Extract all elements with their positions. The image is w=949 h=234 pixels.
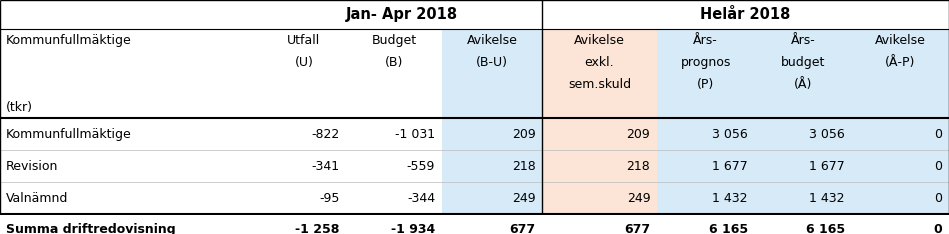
- Bar: [0, 0, 261, 29]
- Text: Helår 2018: Helår 2018: [700, 7, 791, 22]
- Text: Års-: Års-: [693, 34, 718, 47]
- Bar: [851, 118, 949, 150]
- Text: Utfall: Utfall: [288, 34, 321, 47]
- Text: (B-U): (B-U): [475, 56, 508, 69]
- Text: -344: -344: [407, 191, 435, 205]
- Bar: [346, 182, 441, 214]
- Text: Avikelse: Avikelse: [574, 34, 625, 47]
- Bar: [261, 214, 346, 234]
- Text: Års-: Års-: [791, 34, 815, 47]
- Bar: [542, 29, 657, 118]
- Text: (Å): (Å): [793, 78, 812, 91]
- Text: -822: -822: [311, 128, 340, 141]
- Bar: [657, 182, 754, 214]
- Text: (P): (P): [697, 78, 715, 91]
- Bar: [261, 150, 346, 182]
- Bar: [0, 29, 261, 118]
- Text: 1 677: 1 677: [809, 160, 845, 173]
- Text: 0: 0: [935, 191, 942, 205]
- Text: 209: 209: [626, 128, 650, 141]
- Text: 677: 677: [510, 223, 535, 234]
- Bar: [441, 150, 542, 182]
- Text: 218: 218: [512, 160, 535, 173]
- Bar: [441, 182, 542, 214]
- Text: (tkr): (tkr): [6, 101, 32, 114]
- Text: 3 056: 3 056: [809, 128, 845, 141]
- Bar: [657, 118, 754, 150]
- Text: Kommunfullmäktige: Kommunfullmäktige: [6, 34, 132, 47]
- Bar: [851, 214, 949, 234]
- Text: Jan- Apr 2018: Jan- Apr 2018: [345, 7, 457, 22]
- Text: sem.skuld: sem.skuld: [568, 78, 631, 91]
- Text: 0: 0: [935, 128, 942, 141]
- Text: Kommunfullmäktige: Kommunfullmäktige: [6, 128, 132, 141]
- Bar: [542, 182, 657, 214]
- Text: -1 258: -1 258: [295, 223, 340, 234]
- Text: 677: 677: [624, 223, 650, 234]
- Bar: [346, 150, 441, 182]
- Bar: [346, 214, 441, 234]
- Text: (B): (B): [385, 56, 403, 69]
- Text: -559: -559: [407, 160, 435, 173]
- Text: exkl.: exkl.: [585, 56, 614, 69]
- Bar: [542, 150, 657, 182]
- Text: -341: -341: [311, 160, 340, 173]
- Bar: [346, 118, 441, 150]
- Text: 249: 249: [626, 191, 650, 205]
- Bar: [754, 182, 851, 214]
- Bar: [851, 182, 949, 214]
- Bar: [851, 29, 949, 118]
- Text: 0: 0: [934, 223, 942, 234]
- Text: 1 432: 1 432: [809, 191, 845, 205]
- Bar: [754, 29, 851, 118]
- Text: (Å-P): (Å-P): [885, 56, 916, 69]
- Text: prognos: prognos: [680, 56, 731, 69]
- Text: Budget: Budget: [371, 34, 417, 47]
- Text: 0: 0: [935, 160, 942, 173]
- Bar: [346, 29, 441, 118]
- Bar: [0, 118, 261, 150]
- Bar: [0, 150, 261, 182]
- Text: Avikelse: Avikelse: [875, 34, 926, 47]
- Text: 1 677: 1 677: [712, 160, 748, 173]
- Bar: [0, 182, 261, 214]
- Bar: [261, 0, 542, 29]
- Bar: [657, 150, 754, 182]
- Text: -95: -95: [320, 191, 340, 205]
- Text: Valnämnd: Valnämnd: [6, 191, 68, 205]
- Bar: [657, 214, 754, 234]
- Bar: [754, 150, 851, 182]
- Bar: [657, 29, 754, 118]
- Bar: [754, 214, 851, 234]
- Text: budget: budget: [781, 56, 825, 69]
- Bar: [542, 214, 657, 234]
- Bar: [542, 118, 657, 150]
- Text: Avikelse: Avikelse: [467, 34, 517, 47]
- Bar: [261, 29, 346, 118]
- Text: 218: 218: [626, 160, 650, 173]
- Bar: [441, 29, 542, 118]
- Bar: [441, 214, 542, 234]
- Text: 1 432: 1 432: [712, 191, 748, 205]
- Bar: [261, 182, 346, 214]
- Text: Revision: Revision: [6, 160, 58, 173]
- Bar: [261, 118, 346, 150]
- Bar: [542, 0, 949, 29]
- Text: -1 934: -1 934: [391, 223, 435, 234]
- Text: 6 165: 6 165: [806, 223, 845, 234]
- Bar: [0, 214, 261, 234]
- Bar: [851, 150, 949, 182]
- Text: 6 165: 6 165: [709, 223, 748, 234]
- Bar: [441, 118, 542, 150]
- Text: 3 056: 3 056: [712, 128, 748, 141]
- Text: -1 031: -1 031: [395, 128, 435, 141]
- Text: 249: 249: [512, 191, 535, 205]
- Text: 209: 209: [512, 128, 535, 141]
- Text: (U): (U): [294, 56, 313, 69]
- Bar: [754, 118, 851, 150]
- Text: Summa driftredovisning: Summa driftredovisning: [6, 223, 176, 234]
